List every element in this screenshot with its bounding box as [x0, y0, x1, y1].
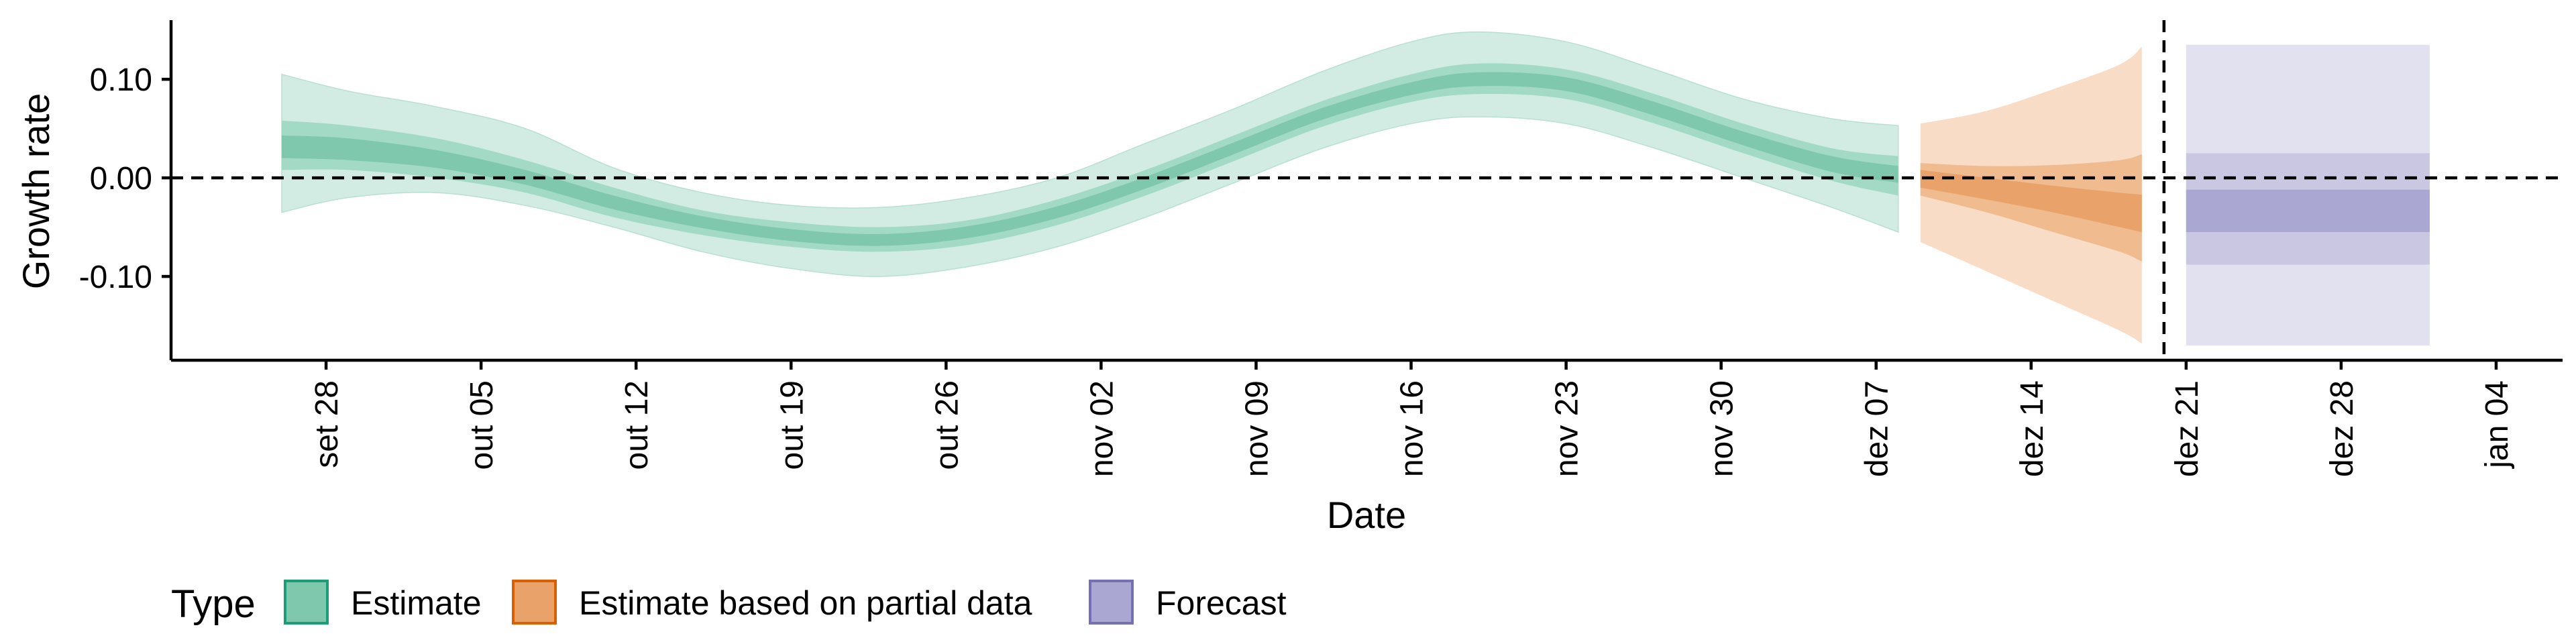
- y-tick-label: 0.00: [90, 161, 152, 197]
- legend-label: Forecast: [1156, 584, 1287, 622]
- x-tick-label: nov 30: [1705, 380, 1740, 477]
- x-tick-label: nov 09: [1240, 380, 1275, 477]
- x-tick-label: nov 16: [1395, 380, 1430, 477]
- band-20-1: [1920, 170, 2142, 232]
- legend-key: [1089, 580, 1134, 625]
- x-ticks: set 28 out 05 out 12 out 19 out 26 nov 02 nov …: [309, 360, 2515, 477]
- x-tick-label: out 19: [774, 380, 810, 470]
- band-20-2: [2186, 189, 2430, 232]
- x-tick-label: dez 14: [2015, 380, 2050, 477]
- x-tick-label: dez 28: [2324, 380, 2360, 477]
- x-tick-label: set 28: [309, 380, 345, 468]
- x-tick-label: nov 02: [1084, 380, 1120, 477]
- legend: Type Estimate Estimate based on partial d…: [171, 580, 1287, 626]
- x-tick-label: out 12: [619, 380, 655, 470]
- x-tick-label: dez 21: [2169, 380, 2205, 477]
- y-ticks: 0.10 0.00 -0.10: [79, 62, 171, 295]
- series-forecast: [2186, 44, 2430, 345]
- x-tick-label: jan 04: [2479, 380, 2515, 470]
- y-tick-label: 0.10: [90, 62, 152, 98]
- band-50-0: [282, 63, 1898, 252]
- x-tick-label: out 26: [929, 380, 965, 470]
- band-90-0: [281, 31, 1899, 277]
- legend-label: Estimate based on partial data: [579, 584, 1032, 622]
- legend-title: Type: [171, 582, 256, 626]
- uncertainty-bands: [281, 31, 2430, 345]
- legend-label: Estimate: [351, 584, 482, 622]
- legend-key: [284, 580, 329, 625]
- y-axis-label: Growth rate: [15, 93, 57, 290]
- x-axis-label: Date: [1327, 494, 1406, 536]
- x-tick-label: out 05: [464, 380, 500, 470]
- reference-lines: [171, 20, 2563, 360]
- legend-key: [512, 580, 557, 625]
- axes: [169, 20, 2563, 362]
- y-tick-label: -0.10: [79, 260, 152, 295]
- x-tick-label: nov 23: [1550, 380, 1585, 477]
- x-tick-label: dez 07: [1860, 380, 1895, 477]
- series-estimate: [281, 31, 1899, 277]
- series-estimate-based-on-partial-data: [1920, 46, 2142, 343]
